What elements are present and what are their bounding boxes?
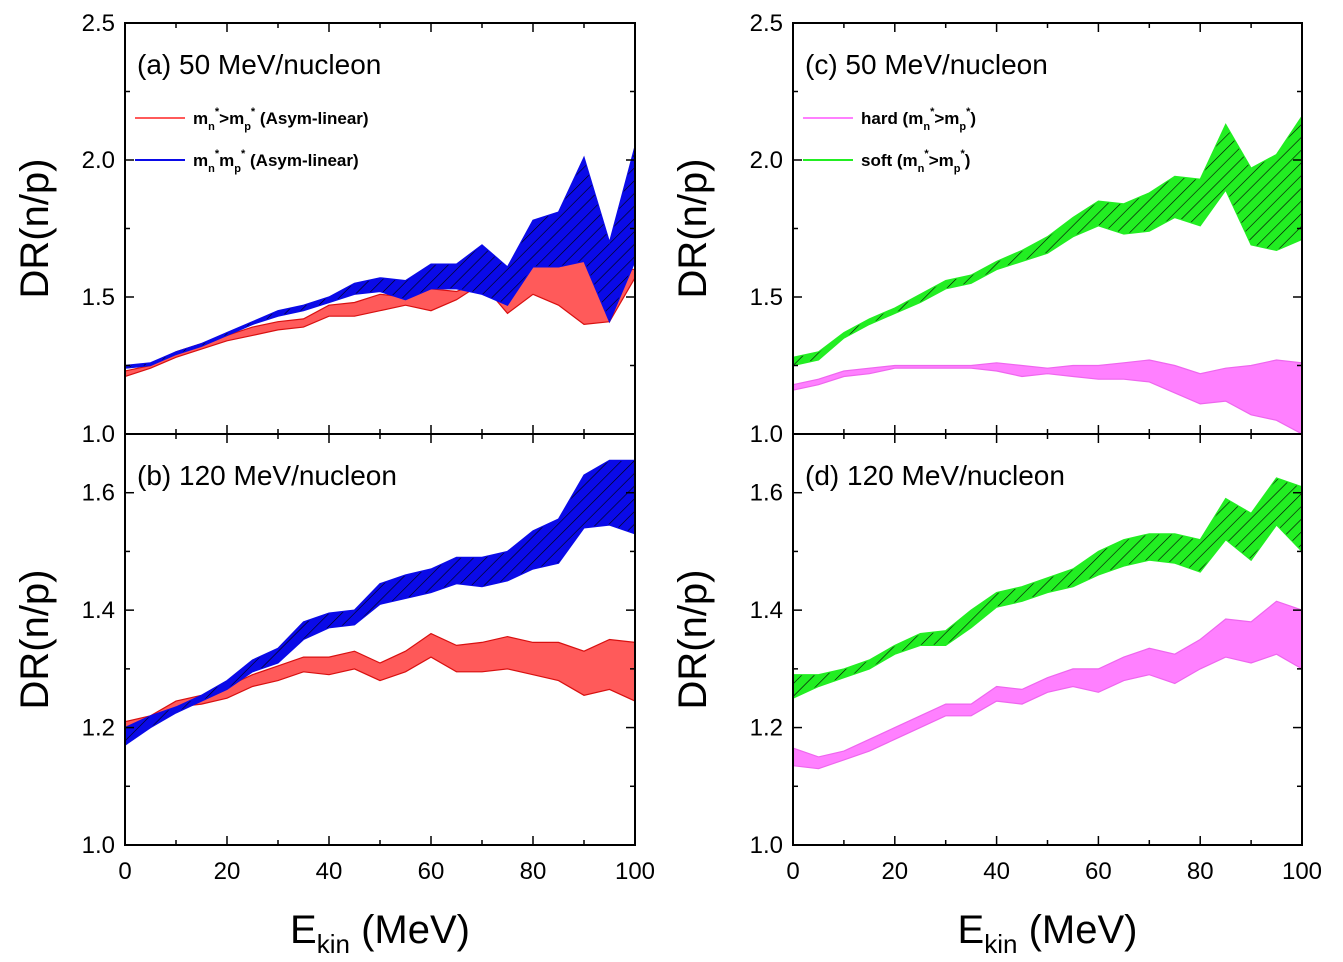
legend-label-c-green: soft (mn*>mp*) bbox=[861, 148, 970, 175]
ytick-label-a: 1.0 bbox=[82, 421, 115, 448]
xtick-label-d: 40 bbox=[983, 858, 1010, 885]
y-axis-label-a: DR(n/p) bbox=[13, 158, 57, 298]
legend-label-a-blue: mn*mp* (Asym-linear) bbox=[193, 148, 359, 175]
xtick-label-b: 80 bbox=[520, 858, 547, 885]
xtick-label-b: 60 bbox=[418, 858, 445, 885]
ytick-label-a: 1.5 bbox=[82, 284, 115, 311]
plot-frame-b bbox=[124, 433, 636, 846]
ytick-label-c: 1.5 bbox=[750, 284, 783, 311]
panel-title-c: (c) 50 MeV/nucleon bbox=[805, 49, 1048, 80]
legend-label-a-red: mn*>mp* (Asym-linear) bbox=[193, 106, 369, 133]
ytick-label-b: 1.2 bbox=[82, 715, 115, 742]
y-axis-label-d: DR(n/p) bbox=[671, 569, 715, 709]
ytick-label-d: 1.0 bbox=[750, 832, 783, 859]
band-hatch-b-blue bbox=[125, 460, 635, 746]
ytick-label-b: 1.4 bbox=[82, 597, 115, 624]
band-upper-a-blue bbox=[124, 146, 636, 367]
xtick-label-b: 0 bbox=[118, 858, 131, 885]
panel-b: 1.0 1.2 1.4 1.6 0 20 40 60 80 100 (b) 120 MeV/nucl… bbox=[13, 433, 655, 959]
xtick-label-d: 100 bbox=[1282, 858, 1322, 885]
band-upper-c-green bbox=[792, 115, 1303, 358]
xtick-label-d: 60 bbox=[1085, 858, 1112, 885]
band-upper-c-magenta bbox=[792, 359, 1303, 386]
ytick-label-c: 2.0 bbox=[750, 147, 783, 174]
y-axis-label-b: DR(n/p) bbox=[13, 569, 57, 709]
band-lower-d-magenta bbox=[792, 653, 1303, 770]
ytick-label-b: 1.6 bbox=[82, 480, 115, 507]
y-axis-label-c: DR(n/p) bbox=[671, 158, 715, 298]
band-lower-b-blue bbox=[124, 524, 636, 746]
band-d-magenta bbox=[793, 601, 1302, 769]
band-lower-a-red bbox=[124, 277, 636, 378]
legend-label-c-magenta: hard (mn*>mp*) bbox=[861, 106, 976, 133]
band-lower-c-green bbox=[792, 188, 1303, 367]
band-upper-b-blue bbox=[124, 459, 635, 729]
xtick-label-b: 20 bbox=[214, 858, 241, 885]
band-c-magenta bbox=[793, 360, 1302, 434]
ytick-label-a: 2.5 bbox=[82, 10, 115, 37]
ytick-label-a: 2.0 bbox=[82, 147, 115, 174]
xtick-label-d: 80 bbox=[1187, 858, 1214, 885]
xtick-label-b: 40 bbox=[316, 858, 343, 885]
band-lower-b-red bbox=[124, 656, 636, 729]
x-axis-label-b: Ekin (MeV) bbox=[290, 908, 470, 959]
panel-title-b: (b) 120 MeV/nucleon bbox=[137, 460, 397, 491]
ytick-label-b: 1.0 bbox=[82, 832, 115, 859]
panel-d: 1.0 1.2 1.4 1.6 0 20 40 60 80 100 (d) 120 MeV/nucl… bbox=[671, 433, 1322, 959]
ytick-label-c: 1.0 bbox=[750, 421, 783, 448]
band-lower-d-green bbox=[792, 524, 1303, 699]
band-hatch-c-green bbox=[793, 116, 1302, 366]
panel-title-a: (a) 50 MeV/nucleon bbox=[137, 49, 381, 80]
panel-title-d: (d) 120 MeV/nucleon bbox=[805, 460, 1065, 491]
band-a-red bbox=[125, 258, 635, 377]
band-upper-d-magenta bbox=[792, 600, 1303, 758]
panel-c: 1.0 1.5 2.0 2.5 (c) 50 MeV/nucleon hard (mn*>… bbox=[671, 10, 1303, 448]
band-upper-d-green bbox=[793, 477, 1303, 676]
xtick-label-b: 100 bbox=[615, 858, 655, 885]
ytick-label-d: 1.4 bbox=[750, 597, 783, 624]
band-lower-c-magenta bbox=[792, 367, 1303, 435]
band-lower-a-blue bbox=[124, 260, 636, 369]
band-hatch-a-blue bbox=[125, 146, 635, 369]
panel-a: 1.0 1.5 2.0 2.5 (a) 50 MeV/nucleon mn*>mp* (A… bbox=[13, 10, 636, 448]
xtick-label-d: 20 bbox=[881, 858, 908, 885]
xtick-label-d: 0 bbox=[786, 858, 799, 885]
ytick-label-d: 1.2 bbox=[750, 715, 783, 742]
band-hatch-d-green bbox=[793, 478, 1302, 699]
x-axis-label-d: Ekin (MeV) bbox=[958, 908, 1138, 959]
ytick-label-d: 1.6 bbox=[750, 480, 783, 507]
ytick-label-c: 2.5 bbox=[750, 10, 783, 37]
